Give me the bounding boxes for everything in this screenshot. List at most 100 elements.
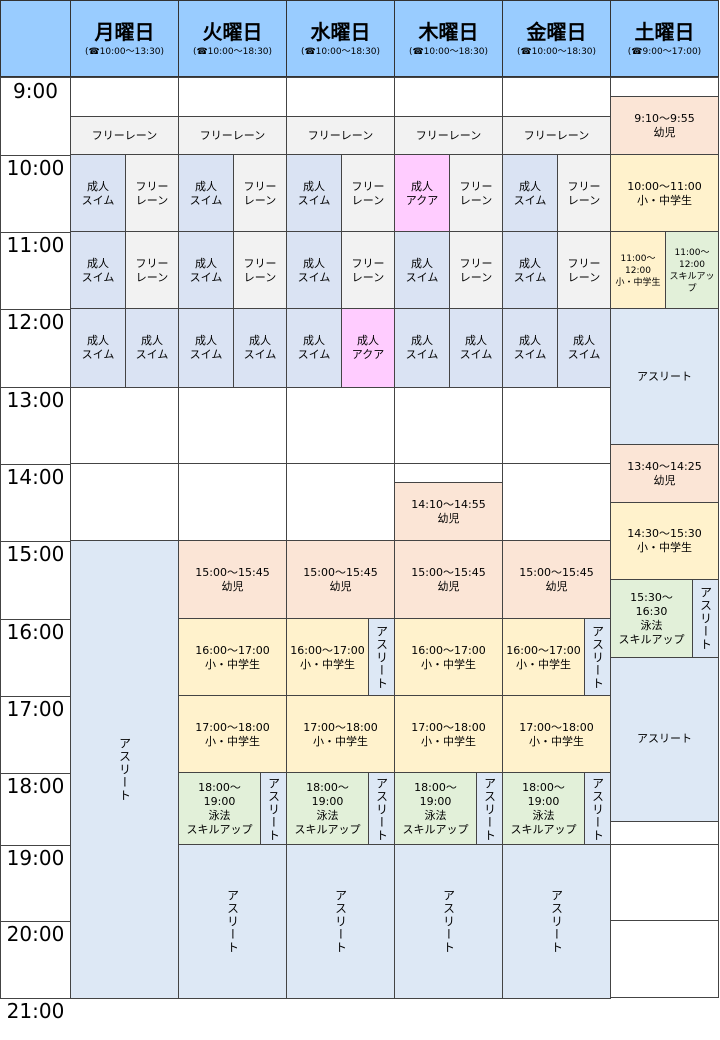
class-block-infant[interactable]: 15:00〜15:45 幼児 (178, 540, 287, 620)
class-block-athlete[interactable]: アスリート (476, 772, 503, 846)
class-block-athlete[interactable]: アスリート (70, 540, 179, 999)
class-block-swim[interactable]: 成人 スイム (70, 308, 126, 388)
class-block-infant[interactable]: 13:40〜14:25 幼児 (610, 443, 719, 504)
class-block-skill[interactable]: 18:00〜 19:00 泳法 スキルアップ (178, 772, 261, 846)
class-label: 9:10〜9:55 幼児 (634, 112, 695, 140)
class-block-athlete[interactable]: アスリート (368, 772, 395, 846)
class-block-junior[interactable]: 16:00〜17:00 小・中学生 (502, 618, 585, 697)
class-block-athlete[interactable]: アスリート (610, 308, 719, 446)
class-block-athlete[interactable]: アスリート (286, 844, 395, 999)
class-block-free[interactable]: フリー レーン (341, 154, 395, 233)
class-label: フリーレーン (199, 128, 266, 142)
day-header: 金曜日 (☎10:00〜18:30) (502, 0, 611, 77)
class-block-free[interactable]: フリーレーン (286, 115, 395, 156)
class-block-free[interactable]: フリー レーン (233, 154, 287, 233)
class-block-swim[interactable]: 成人 スイム (502, 154, 558, 233)
class-block-swim[interactable]: 成人 スイム (178, 154, 234, 233)
class-block-free[interactable]: フリー レーン (125, 154, 179, 233)
class-block-athlete[interactable]: アスリート (368, 618, 395, 697)
class-block-free[interactable]: フリー レーン (233, 231, 287, 310)
class-block-swim[interactable]: 成人 スイム (178, 308, 234, 388)
class-label: アスリート (117, 737, 132, 802)
class-block-infant[interactable]: 15:00〜15:45 幼児 (394, 540, 503, 620)
class-block-athlete[interactable]: アスリート (584, 772, 611, 846)
class-block-swim[interactable]: 成人 スイム (394, 231, 450, 310)
class-block-athlete[interactable]: アスリート (178, 844, 287, 999)
class-block-free[interactable]: フリー レーン (449, 154, 503, 233)
class-block-free[interactable]: フリーレーン (70, 115, 179, 156)
class-label: アスリート (549, 889, 564, 954)
class-block-infant[interactable]: 15:00〜15:45 幼児 (286, 540, 395, 620)
class-block-athlete[interactable]: アスリート (502, 844, 611, 999)
class-block-skill[interactable]: 18:00〜 19:00 泳法 スキルアップ (286, 772, 369, 846)
class-label: フリー レーン (135, 179, 169, 207)
class-block-swim[interactable]: 成人 スイム (178, 231, 234, 310)
phone-hours: (☎10:00〜18:30) (516, 46, 597, 57)
class-block-junior[interactable]: 17:00〜18:00 小・中学生 (286, 695, 395, 774)
class-block-swim[interactable]: 成人 スイム (394, 308, 450, 388)
class-label: フリー レーン (459, 256, 493, 284)
class-block-junior[interactable]: 16:00〜17:00 小・中学生 (286, 618, 369, 697)
class-block-swim[interactable]: 成人 スイム (286, 231, 342, 310)
class-block-athlete[interactable]: アスリート (584, 618, 611, 697)
class-block-aqua[interactable]: 成人 アクア (394, 154, 450, 233)
hour-line (0, 155, 71, 156)
class-block-free[interactable]: フリーレーン (502, 115, 611, 156)
class-block-athlete[interactable]: アスリート (394, 844, 503, 999)
day-name: 火曜日 (202, 19, 263, 44)
class-block-free[interactable]: フリー レーン (341, 231, 395, 310)
class-block-swim[interactable]: 成人 スイム (125, 308, 179, 388)
class-block-skill[interactable]: 11:00〜 12:00 スキルアップ (665, 231, 719, 310)
class-block-free[interactable]: フリー レーン (125, 231, 179, 310)
class-block-free[interactable]: フリー レーン (449, 231, 503, 310)
class-block-free[interactable]: フリーレーン (178, 115, 287, 156)
class-label: 成人 スイム (297, 179, 331, 207)
class-label: 成人 アクア (351, 334, 385, 361)
class-block-infant[interactable]: 14:10〜14:55 幼児 (394, 482, 503, 542)
class-block-free[interactable]: フリー レーン (557, 154, 611, 233)
day-header: 月曜日 (☎10:00〜13:30) (70, 0, 179, 77)
empty-cell (610, 920, 719, 998)
class-label: 17:00〜18:00 小・中学生 (411, 720, 486, 748)
empty-cell (178, 386, 287, 464)
class-block-swim[interactable]: 成人 スイム (70, 154, 126, 233)
class-block-athlete[interactable]: アスリート (692, 579, 719, 659)
class-block-athlete[interactable]: アスリート (610, 656, 719, 822)
class-block-swim[interactable]: 成人 スイム (233, 308, 287, 388)
class-block-swim[interactable]: 成人 スイム (70, 231, 126, 310)
class-block-free[interactable]: フリーレーン (394, 115, 503, 156)
class-block-swim[interactable]: 成人 スイム (449, 308, 503, 388)
class-label: 成人 スイム (189, 179, 223, 207)
class-block-skill[interactable]: 15:30〜 16:30 泳法 スキルアップ (610, 579, 693, 659)
class-block-junior[interactable]: 17:00〜18:00 小・中学生 (502, 695, 611, 774)
class-label: 16:00〜17:00 小・中学生 (411, 643, 486, 671)
class-block-swim[interactable]: 成人 スイム (557, 308, 611, 388)
class-block-junior[interactable]: 17:00〜18:00 小・中学生 (178, 695, 287, 774)
empty-cell (394, 386, 503, 464)
class-block-junior[interactable]: 17:00〜18:00 小・中学生 (394, 695, 503, 774)
class-label: 18:00〜 19:00 泳法 スキルアップ (294, 781, 361, 836)
class-block-swim[interactable]: 成人 スイム (502, 231, 558, 310)
class-block-swim[interactable]: 成人 スイム (286, 154, 342, 233)
class-block-junior[interactable]: 16:00〜17:00 小・中学生 (178, 618, 287, 697)
class-block-infant[interactable]: 15:00〜15:45 幼児 (502, 540, 611, 620)
class-label: フリーレーン (523, 128, 590, 142)
class-block-skill[interactable]: 18:00〜 19:00 泳法 スキルアップ (502, 772, 585, 846)
class-block-junior[interactable]: 11:00〜 12:00 小・中学生 (610, 231, 666, 310)
class-label: フリーレーン (91, 128, 158, 142)
class-block-aqua[interactable]: 成人 アクア (341, 308, 395, 388)
class-block-junior[interactable]: 16:00〜17:00 小・中学生 (394, 618, 503, 697)
class-block-infant[interactable]: 9:10〜9:55 幼児 (610, 96, 719, 156)
class-block-junior[interactable]: 10:00〜11:00 小・中学生 (610, 154, 719, 233)
class-block-swim[interactable]: 成人 スイム (502, 308, 558, 388)
class-label: 成人 スイム (513, 256, 547, 284)
empty-cell (502, 386, 611, 464)
class-block-free[interactable]: フリー レーン (557, 231, 611, 310)
class-block-athlete[interactable]: アスリート (260, 772, 287, 846)
phone-hours: (☎9:00〜17:00) (627, 46, 702, 57)
class-block-skill[interactable]: 18:00〜 19:00 泳法 スキルアップ (394, 772, 477, 846)
class-label: アスリート (266, 776, 281, 842)
class-block-junior[interactable]: 14:30〜15:30 小・中学生 (610, 501, 719, 581)
class-label: フリー レーン (135, 256, 169, 284)
class-block-swim[interactable]: 成人 スイム (286, 308, 342, 388)
